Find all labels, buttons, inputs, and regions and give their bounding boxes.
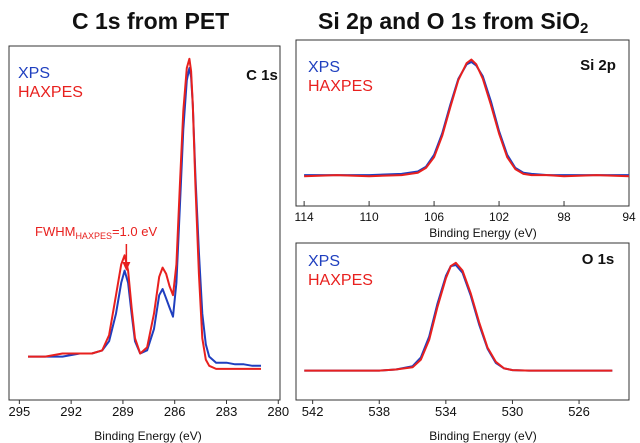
legend-haxpes: HAXPES xyxy=(308,78,373,95)
x-tick-label: 114 xyxy=(295,210,314,224)
plot-frame-1 xyxy=(295,39,630,207)
panel-label: O 1s xyxy=(582,251,615,268)
legend-haxpes: HAXPES xyxy=(308,272,373,289)
x-tick-label: 102 xyxy=(489,210,509,224)
x-axis-label: Binding Energy (eV) xyxy=(94,429,201,443)
legend-xps: XPS xyxy=(18,65,50,82)
left-title: C 1s from PET xyxy=(72,8,230,34)
fwhm-annotation: FWHMHAXPES=1.0 eV xyxy=(35,224,157,241)
legend-haxpes: HAXPES xyxy=(18,84,83,101)
x-tick-label: 98 xyxy=(557,210,571,224)
x-axis-label: Binding Energy (eV) xyxy=(429,226,536,240)
x-tick-label: 106 xyxy=(424,210,444,224)
x-tick-label: 542 xyxy=(302,404,324,419)
x-tick-label: 534 xyxy=(435,404,457,419)
x-tick-label: 280 xyxy=(267,404,289,419)
plot-frame-0 xyxy=(8,45,281,401)
x-tick-label: 289 xyxy=(112,404,134,419)
x-tick-label: 526 xyxy=(568,404,590,419)
x-tick-label: 538 xyxy=(368,404,390,419)
fwhm-arrow-head xyxy=(122,262,131,271)
x-tick-label: 94 xyxy=(622,210,636,224)
x-tick-label: 530 xyxy=(502,404,524,419)
panel-label: Si 2p xyxy=(580,57,616,74)
x-tick-label: 286 xyxy=(164,404,186,419)
x-axis-label: Binding Energy (eV) xyxy=(429,429,536,443)
x-tick-label: 110 xyxy=(360,210,379,224)
panel-label: C 1s xyxy=(246,67,278,84)
x-tick-label: 292 xyxy=(60,404,82,419)
right-title-subscript: 2 xyxy=(580,20,589,37)
plot-frame-2 xyxy=(295,242,630,401)
right-title: Si 2p and O 1s from SiO2 xyxy=(318,8,589,37)
series-line-haxpes-0 xyxy=(28,57,261,370)
series-line-haxpes-1 xyxy=(304,58,630,178)
series-line-xps-0 xyxy=(28,67,261,367)
legend-xps: XPS xyxy=(308,59,340,76)
x-tick-label: 295 xyxy=(9,404,31,419)
series-line-haxpes-2 xyxy=(304,261,613,372)
right-title-main: Si 2p and O 1s from SiO xyxy=(318,8,581,34)
legend-xps: XPS xyxy=(308,253,340,270)
x-tick-label: 283 xyxy=(216,404,238,419)
